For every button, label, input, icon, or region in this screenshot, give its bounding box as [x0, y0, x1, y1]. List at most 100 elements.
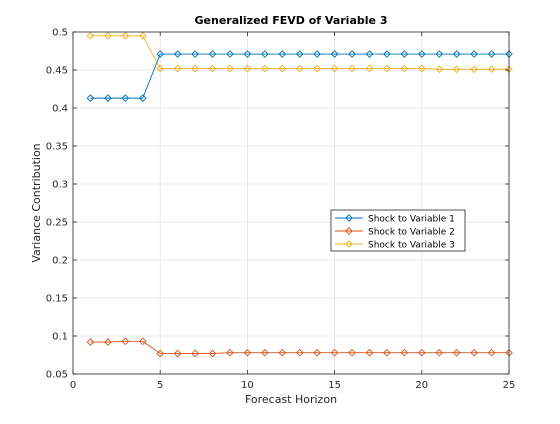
y-axis-label: Variance Contribution — [30, 143, 43, 262]
data-point-marker — [261, 348, 269, 357]
legend-marker — [345, 240, 353, 248]
series-layer — [86, 31, 513, 358]
data-point-marker — [435, 348, 444, 357]
data-point-marker — [383, 348, 391, 357]
data-point-marker — [487, 65, 496, 74]
data-point-marker — [156, 50, 165, 58]
data-point-marker — [208, 50, 217, 58]
data-point-marker — [156, 349, 165, 358]
legend: Shock to Variable 1 Shock to Variable 2 Sh… — [330, 209, 466, 252]
y-tick-label: 0.2 — [52, 256, 68, 267]
plot-area — [73, 32, 509, 374]
x-tick-label: 25 — [503, 380, 516, 391]
data-point-marker — [487, 50, 496, 58]
legend-item-1: Shock to Variable 1 — [335, 214, 455, 225]
data-point-marker — [104, 31, 112, 40]
data-point-marker — [452, 348, 461, 357]
data-point-marker — [138, 31, 147, 40]
x-tick-label: 15 — [328, 380, 341, 391]
legend-label: Shock to Variable 3 — [368, 241, 455, 251]
y-tick-label: 0.05 — [46, 370, 68, 381]
data-point-marker — [313, 348, 321, 357]
data-point-marker — [330, 50, 339, 58]
data-point-marker — [191, 64, 199, 73]
data-point-marker — [400, 50, 409, 58]
y-tick-label: 0.3 — [52, 180, 68, 191]
data-point-marker — [313, 64, 321, 73]
data-point-marker — [104, 94, 112, 102]
data-point-marker — [417, 50, 426, 58]
series-line-1 — [90, 53, 509, 99]
data-point-marker — [121, 337, 130, 346]
data-point-marker — [86, 31, 95, 40]
data-point-marker — [470, 348, 478, 357]
y-tick-label: 0.1 — [52, 332, 68, 343]
data-point-marker — [226, 348, 234, 357]
data-point-marker — [435, 50, 444, 58]
y-tick-label: 0.45 — [46, 66, 68, 77]
legend-items: Shock to Variable 1 Shock to Variable 2 Sh… — [335, 214, 455, 251]
x-tick-label: 0 — [70, 380, 76, 391]
data-point-marker — [86, 94, 95, 102]
data-point-marker — [191, 50, 199, 58]
data-point-marker — [470, 50, 478, 58]
data-point-marker — [400, 64, 409, 73]
data-point-marker — [261, 50, 269, 58]
data-point-marker — [295, 50, 304, 58]
data-point-marker — [313, 50, 321, 58]
data-point-marker — [173, 50, 182, 58]
data-point-marker — [243, 64, 252, 73]
data-point-marker — [365, 348, 374, 357]
series-line-3 — [90, 35, 509, 70]
data-point-marker — [417, 348, 426, 357]
data-point-marker — [330, 64, 339, 73]
data-point-marker — [400, 348, 409, 357]
series-3 — [86, 31, 513, 74]
data-point-marker — [191, 349, 199, 358]
data-point-marker — [348, 50, 356, 58]
data-point-marker — [452, 65, 461, 74]
data-point-marker — [243, 348, 252, 357]
data-point-marker — [243, 50, 252, 58]
x-tick-label: 20 — [415, 380, 428, 391]
data-point-marker — [138, 94, 147, 102]
y-tick-label: 0.25 — [46, 218, 68, 229]
data-point-marker — [452, 50, 461, 58]
series-2 — [86, 337, 513, 358]
data-point-marker — [470, 65, 478, 74]
data-point-marker — [173, 64, 182, 73]
legend-marker — [345, 227, 353, 235]
data-point-marker — [348, 348, 356, 357]
data-point-marker — [208, 349, 217, 358]
data-point-marker — [156, 64, 165, 73]
legend-label: Shock to Variable 2 — [368, 228, 455, 238]
chart-title: Generalized FEVD of Variable 3 — [195, 14, 388, 27]
series-1 — [86, 50, 513, 102]
x-tick-label: 5 — [157, 380, 163, 391]
y-tick-label: 0.5 — [52, 28, 68, 39]
data-point-marker — [278, 50, 287, 58]
data-point-marker — [487, 348, 496, 357]
x-tick-label: 10 — [241, 380, 254, 391]
data-point-marker — [383, 50, 391, 58]
data-point-marker — [261, 64, 269, 73]
data-point-marker — [226, 64, 234, 73]
legend-item-3: Shock to Variable 3 — [335, 240, 455, 251]
data-point-marker — [121, 94, 130, 102]
data-point-marker — [226, 50, 234, 58]
data-point-marker — [278, 64, 287, 73]
legend-label: Shock to Variable 1 — [368, 215, 455, 225]
tick-layer: 0 5 10 15 20 25 0.05 0.1 0.15 0.2 0.25 0.3 0.35 0.4 0.… — [46, 28, 516, 392]
y-tick-label: 0.15 — [46, 294, 68, 305]
data-point-marker — [104, 338, 112, 346]
data-point-marker — [330, 348, 339, 357]
data-point-marker — [278, 348, 287, 357]
plot-frame — [72, 31, 510, 375]
y-tick-label: 0.35 — [46, 142, 68, 153]
data-point-marker — [365, 64, 374, 73]
data-point-marker — [295, 64, 304, 73]
y-tick-label: 0.4 — [52, 104, 68, 115]
data-point-marker — [383, 64, 391, 73]
